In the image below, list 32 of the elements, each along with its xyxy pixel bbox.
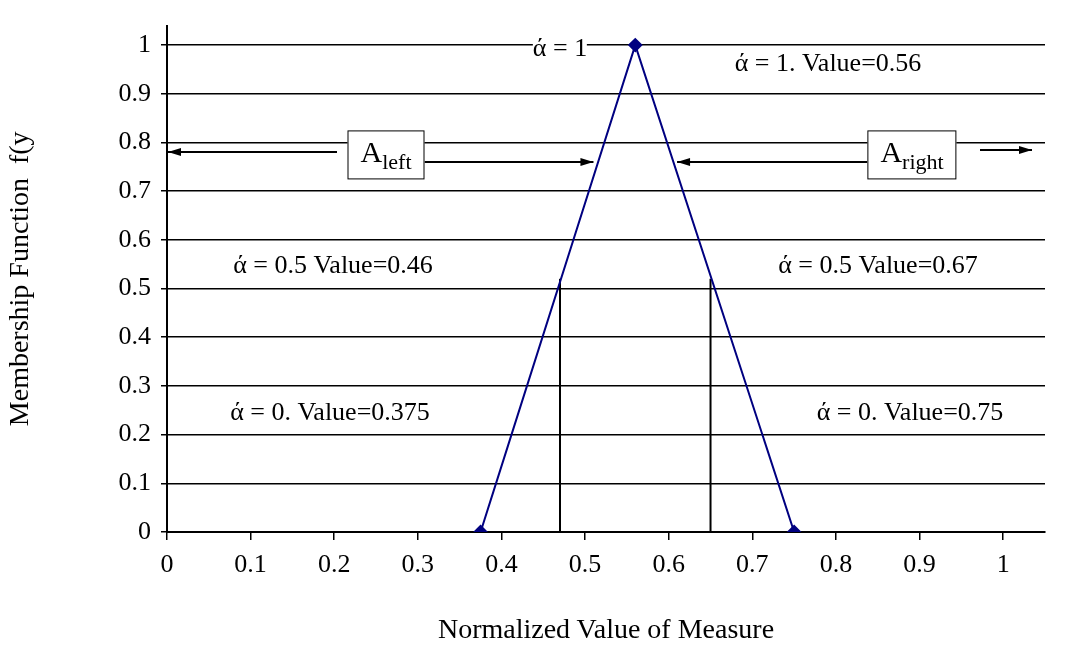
x-tick-label: 0.1 <box>234 549 267 579</box>
annotation: A$_{left}$ <box>347 130 425 180</box>
x-tick-label: 0 <box>160 549 174 579</box>
annotation: ά = 0. Value=0.75 <box>816 396 1004 427</box>
x-tick-label: 0.7 <box>736 549 769 579</box>
y-tick-label: 0.7 <box>118 174 151 204</box>
y-tick-label: 0 <box>138 515 151 545</box>
x-tick-label: 0.5 <box>568 549 602 579</box>
annotation: ά = 0.5 Value=0.67 <box>778 249 978 280</box>
y-tick-label: 1 <box>138 28 151 58</box>
x-tick-label: 0.9 <box>903 549 936 579</box>
x-tick-label: 1 <box>996 549 1010 579</box>
y-tick-label: 0.8 <box>118 126 151 156</box>
y-tick-label: 0.2 <box>118 418 151 448</box>
annotation: A$_{right}$ <box>867 130 957 180</box>
y-tick-label: 0.1 <box>118 467 151 497</box>
x-tick-label: 0.3 <box>401 549 435 579</box>
x-tick-label: 0.8 <box>819 549 853 579</box>
annotation: ά = 1 <box>532 32 588 63</box>
annotation: ά = 0.5 Value=0.46 <box>233 249 433 280</box>
y-tick-label: 0.4 <box>118 321 151 351</box>
annotation: ά = 0. Value=0.375 <box>230 396 430 427</box>
x-axis-title: Normalized Value of Measure <box>437 612 775 644</box>
x-tick-label: 0.2 <box>317 549 351 579</box>
x-tick-label: 0.6 <box>652 549 685 579</box>
y-tick-label: 0.5 <box>118 272 151 302</box>
y-tick-label: 0.3 <box>118 369 151 399</box>
y-axis-title: Membership Function f(y <box>3 131 35 427</box>
x-tick-label: 0.4 <box>485 549 518 579</box>
annotation: ά = 1. Value=0.56 <box>734 47 922 78</box>
y-tick-label: 0.9 <box>118 77 151 107</box>
y-tick-label: 0.6 <box>118 223 151 253</box>
